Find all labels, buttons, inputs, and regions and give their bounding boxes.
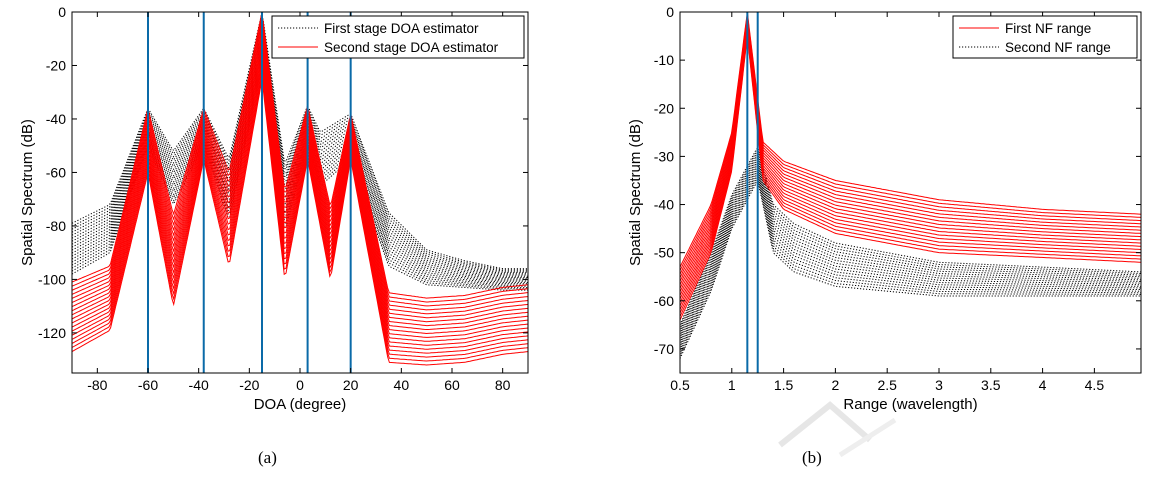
legend-label: Second NF range <box>1005 40 1111 55</box>
series-second-nf-range <box>680 147 1141 359</box>
x-tick-label: -60 <box>138 377 158 393</box>
series-curve <box>72 50 528 285</box>
legend: First NF range Second NF range <box>952 15 1138 59</box>
x-tick-label: 80 <box>495 377 511 393</box>
legend-label: First NF range <box>1005 21 1091 36</box>
y-tick-label: -40 <box>654 197 674 213</box>
x-tick-label: 0.5 <box>670 377 690 393</box>
y-tick-label: -30 <box>654 148 674 164</box>
y-tick-label: -60 <box>46 164 66 180</box>
caption-a: (a) <box>258 448 277 467</box>
legend: First stage DOA estimator Second stage DO… <box>271 15 525 59</box>
y-tick-label: 0 <box>58 4 66 20</box>
series-curve <box>72 15 528 271</box>
series-curve <box>72 70 528 354</box>
series-curve <box>680 23 1141 293</box>
series-curve <box>680 151 1141 330</box>
series-curve <box>680 25 1141 296</box>
x-tick-label: 1.5 <box>774 377 794 393</box>
x-axis-label: DOA (degree) <box>254 396 347 413</box>
series-curve <box>680 21 1141 289</box>
y-tick-label: 0 <box>666 4 674 20</box>
x-tick-label: 4.5 <box>1085 377 1105 393</box>
x-tick-label: 3.5 <box>981 377 1001 393</box>
y-tick-label: -60 <box>654 293 674 309</box>
axes-box <box>679 11 1142 374</box>
series-curve <box>680 165 1141 344</box>
y-tick-label: -40 <box>46 111 66 127</box>
x-tick-label: 1 <box>728 377 736 393</box>
y-tick-label: -70 <box>654 341 674 357</box>
x-tick-label: 3 <box>935 377 943 393</box>
series-curve <box>680 156 1141 335</box>
legend-label: Second stage DOA estimator <box>324 40 499 55</box>
x-tick-label: 2.5 <box>877 377 897 393</box>
series-curve <box>680 176 1141 355</box>
x-tick-label: 0 <box>296 377 304 393</box>
y-tick-label: -10 <box>654 52 674 68</box>
y-tick-label: -20 <box>46 57 66 73</box>
y-axis-label: Spatial Spectrum (dB) <box>627 119 644 266</box>
x-tick-label: -80 <box>87 377 107 393</box>
y-tick-label: -80 <box>46 218 66 234</box>
series-curve <box>72 78 528 362</box>
y-tick-label: -120 <box>38 325 66 341</box>
y-axis-label: Spatial Spectrum (dB) <box>19 119 36 266</box>
plot-area <box>680 12 1141 373</box>
x-tick-label: 20 <box>343 377 359 393</box>
x-tick-label: -40 <box>189 377 209 393</box>
series-curve <box>680 172 1141 350</box>
series-curve <box>680 28 1141 303</box>
y-tick-label: -20 <box>654 100 674 116</box>
series-curve <box>680 178 1141 357</box>
series-curve <box>680 160 1141 339</box>
watermark-logo <box>778 401 897 458</box>
plot-area <box>72 12 528 373</box>
y-tick-label: -50 <box>654 245 674 261</box>
x-axis-label: Range (wavelength) <box>843 396 977 413</box>
series-curve <box>680 149 1141 328</box>
panel-b: 0.5 1 1.5 2 2.5 3 3.5 4 4.5 0 -10 -20 -30 -40 -50 -60 -7… <box>627 4 1142 413</box>
legend-box <box>271 15 525 59</box>
series-curve <box>680 26 1141 300</box>
x-tick-label: 4 <box>1039 377 1047 393</box>
series-curve <box>72 19 528 272</box>
panel-a: -80 -60 -40 -20 0 20 40 60 80 0 -20 -40 -60 -80 -100 -1… <box>19 4 529 413</box>
x-tick-label: 2 <box>831 377 839 393</box>
y-tick-label: -100 <box>38 271 66 287</box>
legend-box <box>952 15 1138 59</box>
series-second-stage-doa-estimator <box>72 14 528 366</box>
series-curve <box>72 22 528 273</box>
x-tick-label: 40 <box>394 377 410 393</box>
series-curve <box>72 66 528 350</box>
series-curve <box>72 74 528 358</box>
legend-label: First stage DOA estimator <box>324 21 479 36</box>
x-tick-label: -20 <box>239 377 259 393</box>
x-tick-label: 60 <box>444 377 460 393</box>
series-curve <box>680 29 1141 307</box>
series-curve <box>680 20 1141 286</box>
caption-b: (b) <box>802 448 822 467</box>
series-curve <box>72 82 528 366</box>
